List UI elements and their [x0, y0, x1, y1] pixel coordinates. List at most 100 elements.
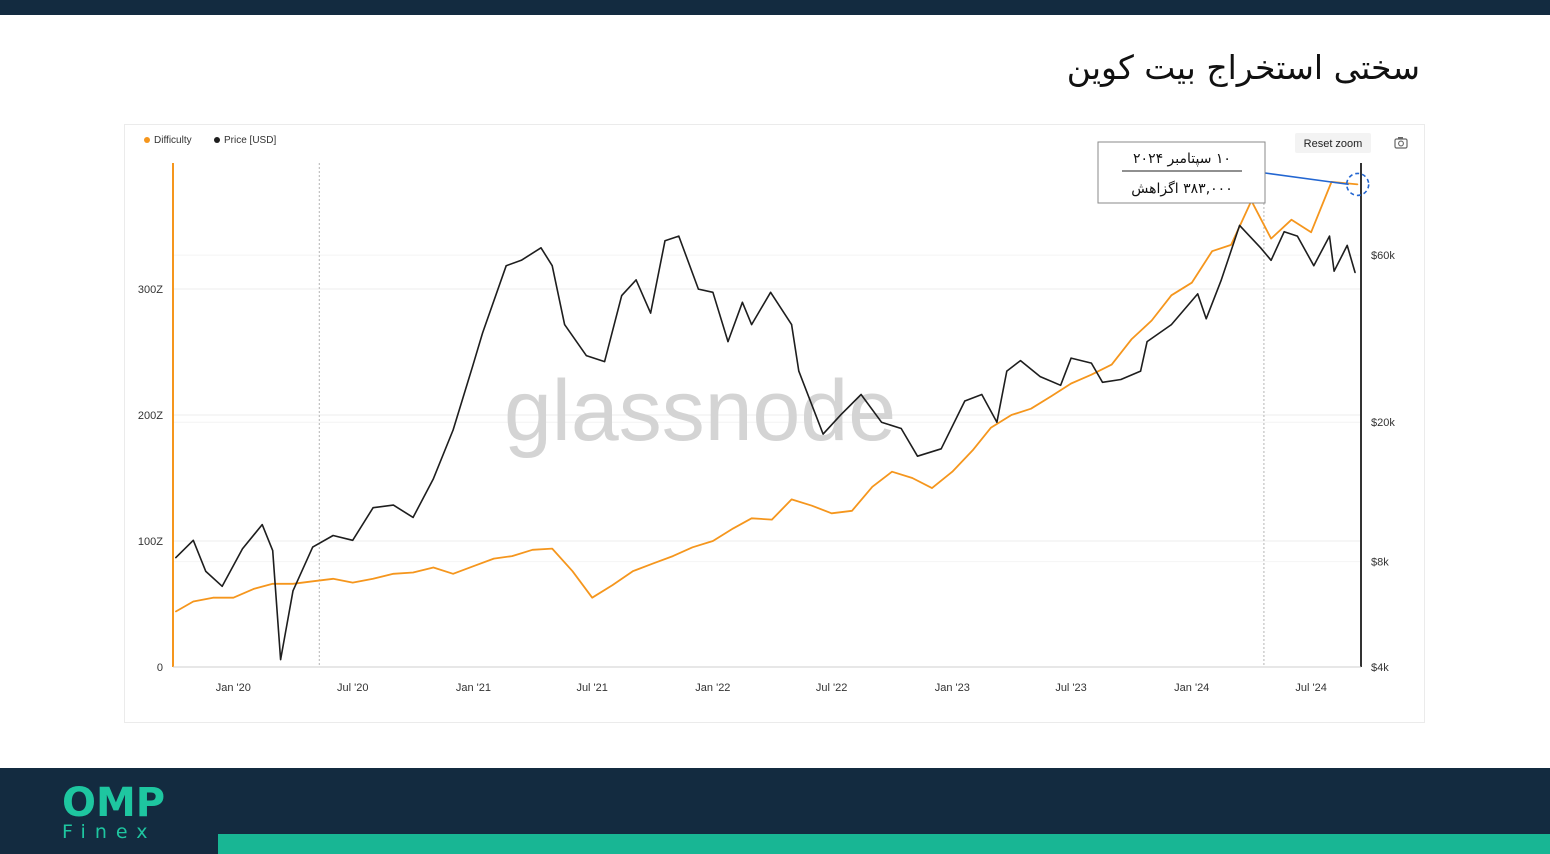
- x-tick-jan-23: Jan '23: [935, 682, 970, 694]
- tick-labels: 0 100Z 200Z 300Z $4k $8k $20k $60k Jan '20 Jul '2…: [138, 250, 1395, 694]
- point-price-usd-5: [261, 524, 263, 526]
- point-difficulty-0: [175, 611, 177, 613]
- point-difficulty-23: [632, 570, 634, 572]
- point-difficulty-27: [712, 540, 714, 542]
- point-price-usd-2: [205, 570, 207, 572]
- annotation-date: ۱۰ سپتامبر ۲۰۲۴: [1133, 151, 1231, 167]
- point-price-usd-55: [1101, 381, 1104, 383]
- x-tick-jan-20: Jan '20: [216, 682, 251, 694]
- chart-axes: [172, 163, 1362, 668]
- point-price-usd-4: [241, 548, 244, 550]
- point-difficulty-34: [851, 510, 853, 512]
- point-price-usd-57: [1140, 370, 1142, 372]
- point-price-usd-63: [1239, 224, 1241, 226]
- page-title: سختی استخراج بیت کوین: [1066, 48, 1420, 87]
- x-tick-jul-20: Jul '20: [337, 682, 368, 694]
- point-price-usd-12: [372, 507, 374, 509]
- point-difficulty-13: [432, 566, 434, 569]
- point-difficulty-20: [571, 570, 574, 572]
- point-difficulty-6: [292, 583, 294, 585]
- point-price-usd-1: [192, 539, 194, 541]
- y-right-tick-4k: $4k: [1371, 662, 1389, 674]
- x-tick-jan-21: Jan '21: [456, 682, 491, 694]
- point-price-usd-53: [1070, 357, 1072, 359]
- point-price-usd-32: [712, 291, 714, 293]
- point-difficulty-42: [1010, 414, 1013, 416]
- point-price-usd-34: [741, 301, 744, 303]
- y-left-tick-300z: 300Z: [138, 284, 163, 296]
- point-price-usd-46: [964, 400, 966, 402]
- point-price-usd-69: [1328, 235, 1331, 237]
- point-price-usd-52: [1060, 384, 1062, 386]
- point-difficulty-12: [412, 571, 414, 574]
- series: [175, 181, 1359, 661]
- point-difficulty-51: [1191, 282, 1193, 284]
- point-price-usd-58: [1146, 341, 1148, 343]
- point-price-usd-61: [1205, 318, 1207, 320]
- chart-panel: glassnode 0 100Z 200Z 300Z $4k $8k $20k $60k Jan…: [124, 124, 1425, 723]
- point-price-usd-45: [940, 448, 942, 450]
- point-price-usd-62: [1220, 279, 1222, 281]
- point-price-usd-25: [604, 361, 606, 363]
- legend-item-difficulty[interactable]: Difficulty: [144, 135, 192, 146]
- point-price-usd-33: [727, 341, 729, 343]
- point-difficulty-18: [531, 549, 534, 551]
- legend: Difficulty Price [USD]: [144, 135, 276, 146]
- reset-zoom-button[interactable]: Reset zoom: [1295, 133, 1371, 153]
- legend-label-price: Price [USD]: [224, 135, 276, 146]
- point-price-usd-24: [585, 355, 587, 357]
- point-price-usd-20: [520, 259, 522, 261]
- point-difficulty-39: [951, 471, 953, 473]
- point-difficulty-8: [332, 578, 334, 580]
- point-difficulty-24: [651, 563, 654, 565]
- top-bar: [0, 0, 1550, 15]
- legend-dot-difficulty: [144, 137, 150, 143]
- vertical-markers: [318, 163, 1265, 667]
- y-left-tick-0: 0: [157, 662, 163, 674]
- point-price-usd-21: [540, 247, 542, 249]
- point-price-usd-50: [1019, 360, 1022, 362]
- point-price-usd-68: [1313, 265, 1315, 267]
- point-difficulty-3: [232, 597, 234, 599]
- watermark: glassnode: [504, 363, 896, 459]
- point-price-usd-7: [280, 659, 282, 661]
- point-difficulty-49: [1151, 319, 1153, 322]
- point-price-usd-0: [175, 557, 177, 559]
- point-difficulty-1: [192, 600, 194, 603]
- point-difficulty-38: [931, 487, 933, 489]
- point-difficulty-30: [771, 519, 773, 521]
- point-price-usd-13: [392, 504, 394, 506]
- reset-zoom-bg: [1295, 133, 1371, 153]
- point-price-usd-3: [221, 585, 223, 587]
- camera-icon[interactable]: [1394, 137, 1408, 149]
- point-difficulty-7: [312, 580, 314, 582]
- point-price-usd-37: [791, 324, 793, 326]
- annotation-box: [1097, 141, 1266, 204]
- point-price-usd-59: [1170, 324, 1172, 326]
- point-price-usd-15: [432, 478, 434, 480]
- finex-logo-text: Finex: [62, 821, 157, 843]
- point-difficulty-9: [352, 582, 354, 584]
- point-price-usd-27: [635, 279, 637, 281]
- point-difficulty-31: [791, 498, 793, 500]
- point-price-usd-70: [1333, 270, 1335, 272]
- point-difficulty-41: [990, 427, 992, 429]
- point-difficulty-46: [1090, 374, 1092, 376]
- legend-item-price[interactable]: Price [USD]: [214, 135, 276, 146]
- x-tick-jul-23: Jul '23: [1055, 682, 1086, 694]
- y-left-tick-100z: 100Z: [138, 536, 163, 548]
- point-price-usd-28: [650, 312, 652, 314]
- y-right-tick-20k: $20k: [1371, 417, 1395, 429]
- annotation: ۱۰ سپتامبر ۲۰۲۴ ۳۸۳,۰۰۰ اگزاهش: [1097, 141, 1370, 204]
- point-difficulty-44: [1050, 395, 1052, 397]
- footer-accent-bar: [218, 834, 1550, 854]
- point-price-usd-26: [621, 295, 623, 297]
- point-price-usd-10: [332, 534, 334, 537]
- point-price-usd-14: [412, 516, 414, 518]
- point-difficulty-22: [611, 584, 614, 586]
- point-difficulty-57: [1310, 231, 1312, 233]
- y-right-tick-8k: $8k: [1371, 557, 1389, 569]
- legend-label-difficulty: Difficulty: [154, 135, 192, 146]
- y-left-tick-200z: 200Z: [138, 410, 163, 422]
- point-difficulty-15: [472, 565, 474, 567]
